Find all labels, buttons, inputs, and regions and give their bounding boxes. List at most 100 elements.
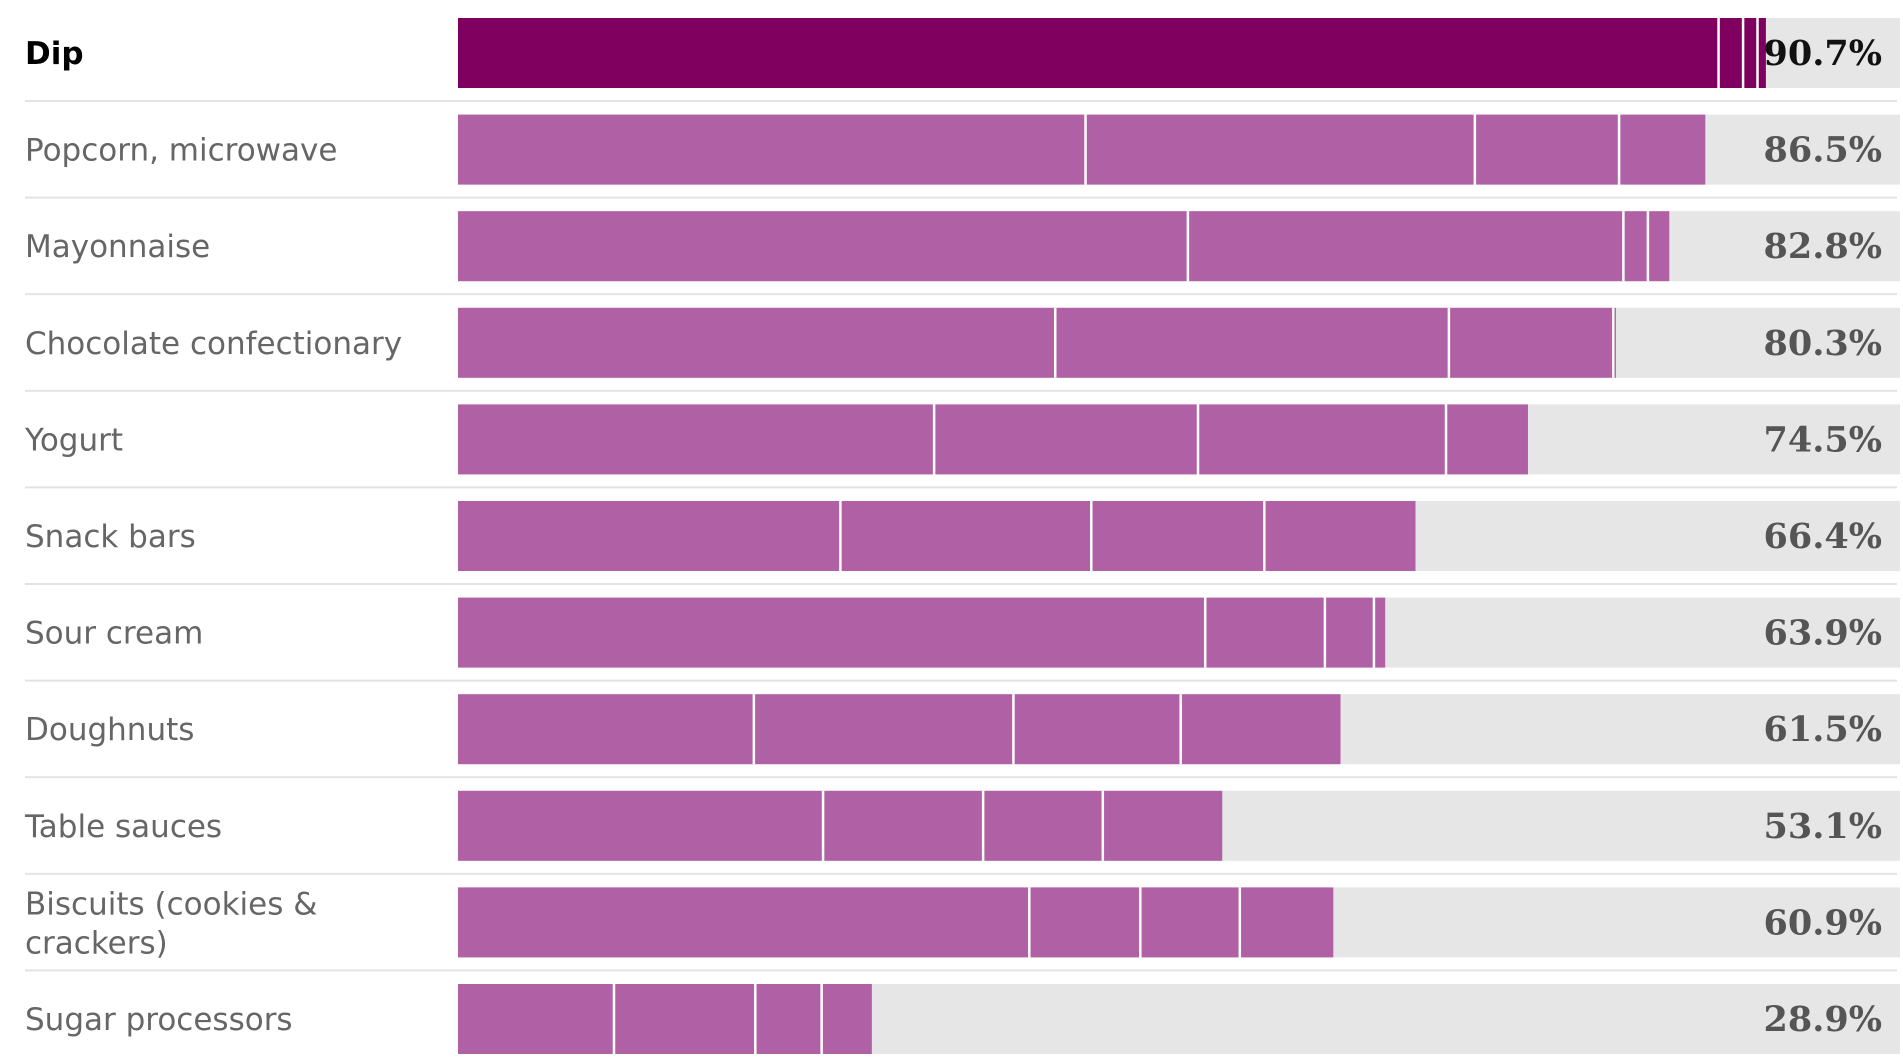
bar-segment <box>458 404 934 475</box>
segment-divider <box>1717 18 1720 88</box>
percent-label: 66.4% <box>1763 516 1882 557</box>
segment-divider <box>1053 307 1057 378</box>
segment-divider <box>1646 211 1650 282</box>
percent-label: 86.5% <box>1763 130 1882 171</box>
bar-segment <box>1029 887 1141 958</box>
chart-rows: Dip 90.7% Popcorn, microwave 86.5% Mayonnais… <box>24 18 1900 1054</box>
bar-segment <box>458 790 823 861</box>
row-separator <box>25 583 1897 585</box>
category-label: Yogurt <box>24 422 123 458</box>
row-separator <box>25 776 1897 779</box>
bar-segment <box>933 404 1198 475</box>
segment-divider <box>1139 887 1142 958</box>
segment-divider <box>1323 597 1327 668</box>
bar-segment <box>822 790 983 861</box>
bar-segment <box>1448 307 1614 378</box>
segment-divider <box>1756 18 1759 88</box>
category-label: Popcorn, microwave <box>25 133 337 169</box>
segment-divider <box>1203 597 1207 668</box>
segment-divider <box>1084 114 1087 185</box>
row-separator <box>25 196 1897 199</box>
bar-segment <box>1013 694 1181 765</box>
percent-label: 74.5% <box>1763 419 1882 460</box>
segment-divider <box>1447 307 1451 378</box>
segment-divider <box>612 984 616 1054</box>
row-separator <box>25 679 1897 682</box>
bar-row: Biscuits (cookies & crackers) 60.9% <box>25 886 1900 972</box>
bar-segment <box>1197 404 1446 475</box>
bar-row: Snack bars 66.4% <box>25 501 1900 585</box>
segment-divider <box>1622 211 1625 282</box>
bar-row: Popcorn, microwave 86.5% <box>25 114 1900 199</box>
bar-row: Doughnuts 61.5% <box>25 694 1900 779</box>
bar-segment <box>1140 887 1240 958</box>
bar-segment <box>1204 597 1325 668</box>
bar-segment <box>1718 18 1743 88</box>
row-separator <box>25 293 1897 296</box>
segment-divider <box>1179 694 1182 765</box>
segment-divider <box>1444 404 1448 475</box>
segment-divider <box>820 984 823 1054</box>
bar-segment <box>1618 114 1706 185</box>
percent-label: 60.9% <box>1763 902 1882 943</box>
segment-divider <box>1741 18 1745 88</box>
category-label: Table sauces <box>24 809 222 845</box>
bar-segment <box>1054 307 1449 378</box>
bar-segment <box>1647 211 1670 282</box>
row-separator <box>25 389 1897 392</box>
segment-divider <box>1028 887 1031 958</box>
bar-segment <box>1757 18 1766 88</box>
segment-divider <box>1012 694 1015 765</box>
segment-divider <box>1238 887 1242 958</box>
bar-segment <box>1445 404 1528 475</box>
category-label: Biscuits (cookies & crackers) <box>25 886 317 961</box>
percent-label: 63.9% <box>1763 613 1882 654</box>
bar-segment <box>753 694 1014 765</box>
bar-segment <box>1085 114 1475 185</box>
bar-row: Dip 90.7% <box>25 18 1900 102</box>
bar-segment <box>458 211 1188 282</box>
bar-segment <box>458 307 1055 378</box>
segment-divider <box>1473 114 1477 185</box>
bar-segment <box>1623 211 1648 282</box>
segment-divider <box>1372 597 1376 668</box>
category-label: Sugar processors <box>25 1002 293 1038</box>
row-separator <box>25 486 1897 489</box>
bar-segment <box>613 984 756 1054</box>
segment-divider <box>1263 501 1266 571</box>
segment-divider <box>1090 501 1093 571</box>
bar-segment <box>1239 887 1334 958</box>
bar-row: Mayonnaise 82.8% <box>25 211 1900 296</box>
segment-divider <box>981 790 985 861</box>
category-label: Snack bars <box>25 519 196 555</box>
bar-segment <box>1102 790 1223 861</box>
segment-divider <box>1612 307 1615 378</box>
bar-segment <box>458 501 841 571</box>
bar-segment <box>458 597 1205 668</box>
segment-divider <box>754 984 757 1054</box>
category-label: Chocolate confectionary <box>25 326 402 362</box>
segment-divider <box>932 404 936 475</box>
percent-label: 28.9% <box>1763 999 1882 1040</box>
category-label: Dip <box>25 36 84 72</box>
segment-divider <box>1617 114 1621 185</box>
category-label: Mayonnaise <box>25 229 210 265</box>
bar-row: Sugar processors 28.9% <box>25 984 1900 1054</box>
row-separator <box>25 969 1897 972</box>
percent-label: 80.3% <box>1763 323 1882 364</box>
segment-divider <box>821 790 825 861</box>
bar-row: Sour cream 63.9% <box>25 597 1900 682</box>
segment-divider <box>839 501 842 571</box>
bar-segment <box>458 114 1086 185</box>
row-separator <box>25 100 1897 102</box>
category-label: Sour cream <box>25 616 203 652</box>
segment-divider <box>1186 211 1190 282</box>
bar-segment <box>1187 211 1624 282</box>
bar-row: Yogurt 74.5% <box>24 404 1900 489</box>
percent-label: 61.5% <box>1763 709 1882 750</box>
percent-label: 82.8% <box>1763 226 1882 267</box>
bar-segment <box>458 694 754 765</box>
bar-segment <box>755 984 822 1054</box>
bar-segment <box>1324 597 1374 668</box>
